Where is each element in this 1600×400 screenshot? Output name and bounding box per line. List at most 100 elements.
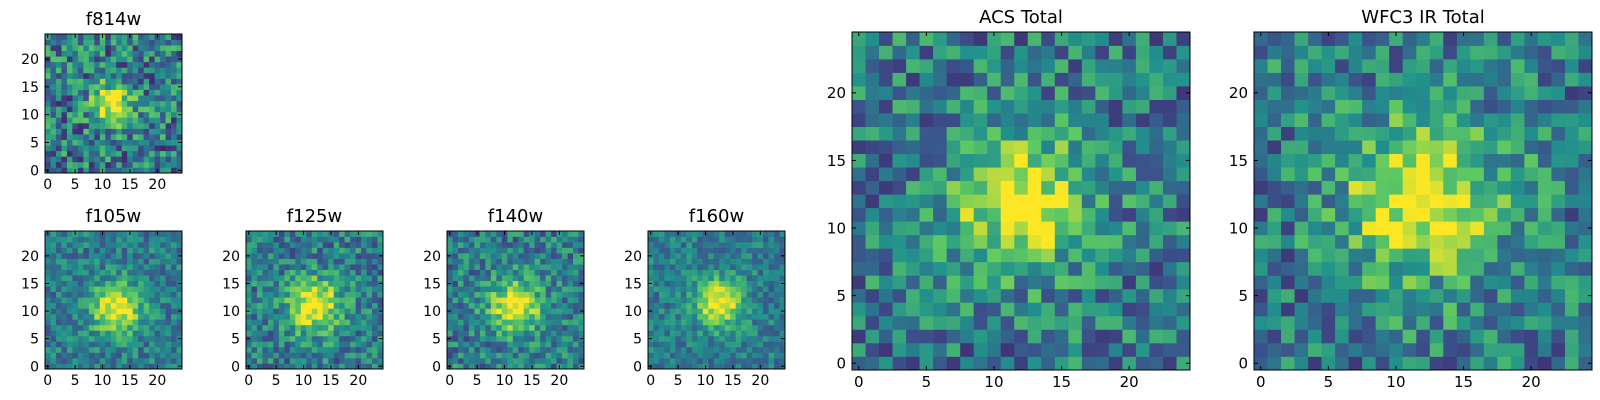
heatmap-cell xyxy=(653,341,660,348)
heatmap-cell xyxy=(1308,180,1322,195)
heatmap-cell xyxy=(1027,113,1042,127)
heatmap-cell xyxy=(121,161,128,168)
heatmap-cell xyxy=(171,117,177,124)
heatmap-cell xyxy=(735,231,742,237)
heatmap-cell xyxy=(919,207,934,222)
heatmap-cell xyxy=(556,297,563,304)
heatmap-cell xyxy=(116,67,123,74)
heatmap-cell xyxy=(72,39,79,46)
heatmap-cell xyxy=(973,221,988,236)
heatmap-cell xyxy=(149,242,155,248)
heatmap-cell xyxy=(372,247,378,254)
heatmap-cell xyxy=(262,352,269,359)
heatmap-cell xyxy=(267,264,274,270)
heatmap-cell xyxy=(741,357,747,364)
heatmap-cell xyxy=(1000,113,1015,127)
heatmap-cell xyxy=(105,50,112,57)
heatmap-cell xyxy=(1081,315,1096,330)
heatmap-cell xyxy=(529,280,536,287)
heatmap-cell xyxy=(774,258,780,265)
heatmap-cell xyxy=(94,269,101,276)
heatmap-cell xyxy=(468,291,475,298)
heatmap-cell xyxy=(154,150,161,157)
heatmap-cell xyxy=(708,275,715,282)
heatmap-cell xyxy=(545,269,552,276)
heatmap-cell xyxy=(1375,248,1390,263)
y-tick-label: 10 xyxy=(21,304,39,320)
heatmap-cell xyxy=(735,363,742,370)
heatmap-cell xyxy=(1108,288,1123,303)
heatmap-cell xyxy=(143,302,150,309)
heatmap-cell xyxy=(55,352,62,359)
heatmap-cell xyxy=(132,56,139,63)
heatmap-cell xyxy=(366,352,373,359)
heatmap-cell xyxy=(763,319,769,326)
heatmap-cell xyxy=(45,128,51,135)
heatmap-cell xyxy=(852,194,866,209)
heatmap-cell xyxy=(1497,288,1512,303)
heatmap-cell xyxy=(138,156,144,163)
heatmap-cell xyxy=(501,302,508,309)
heatmap-cell xyxy=(1122,207,1137,222)
heatmap-cell xyxy=(852,288,866,303)
heatmap-cell xyxy=(176,352,183,359)
heatmap-cell xyxy=(933,329,947,344)
heatmap-cell xyxy=(1470,261,1485,276)
heatmap-cell xyxy=(45,286,51,293)
heatmap-cell xyxy=(262,357,269,364)
heatmap-cell xyxy=(45,78,51,85)
x-tick-label: 20 xyxy=(349,373,367,389)
heatmap-cell xyxy=(730,242,737,248)
heatmap-cell xyxy=(1416,153,1431,168)
heatmap-cell xyxy=(730,236,737,243)
heatmap-cell xyxy=(50,236,57,243)
y-tick-label: 0 xyxy=(432,359,441,375)
heatmap-cell xyxy=(55,150,62,157)
heatmap-cell xyxy=(1402,126,1417,141)
heatmap-cell xyxy=(1095,194,1110,209)
heatmap-cell xyxy=(534,302,541,309)
heatmap-cell xyxy=(680,319,687,326)
heatmap-cell xyxy=(1416,86,1431,100)
heatmap-cell xyxy=(485,280,492,287)
x-tick-label: 20 xyxy=(148,373,166,389)
heatmap-cell xyxy=(322,236,329,243)
heatmap-cell xyxy=(121,341,128,348)
heatmap-cell xyxy=(94,156,101,163)
heatmap-cell xyxy=(138,291,144,298)
heatmap-cell xyxy=(741,302,747,309)
heatmap-cell xyxy=(77,308,84,315)
heatmap-cell xyxy=(105,264,112,270)
heatmap-cell xyxy=(1348,45,1363,60)
heatmap-cell xyxy=(256,269,263,276)
heatmap-cell xyxy=(852,99,866,114)
heatmap-cell xyxy=(501,236,508,243)
heatmap-cell xyxy=(567,346,574,353)
heatmap-cell xyxy=(1054,113,1069,127)
heatmap-cell xyxy=(852,248,866,263)
heatmap-cell xyxy=(463,258,470,265)
heatmap-cell xyxy=(447,286,453,293)
heatmap-cell xyxy=(322,297,329,304)
heatmap-cell xyxy=(72,134,79,140)
heatmap-cell xyxy=(66,330,73,337)
heatmap-cell xyxy=(1335,153,1349,168)
heatmap-cell xyxy=(680,346,687,353)
heatmap-cell xyxy=(724,253,731,259)
heatmap-cell xyxy=(1483,126,1498,141)
heatmap-cell xyxy=(127,258,134,265)
heatmap-cell xyxy=(143,253,150,259)
heatmap-cell xyxy=(1308,126,1322,141)
heatmap-cell xyxy=(960,32,975,46)
heatmap-cell xyxy=(273,330,280,337)
heatmap-cell xyxy=(110,269,117,276)
heatmap-cell xyxy=(160,308,166,315)
heatmap-cell xyxy=(1267,126,1282,141)
heatmap-cell xyxy=(132,89,139,96)
heatmap-cell xyxy=(1041,153,1056,168)
heatmap-cell xyxy=(165,264,172,270)
heatmap-cell xyxy=(680,352,687,359)
heatmap-cell xyxy=(556,335,563,342)
heatmap-cell xyxy=(879,221,893,236)
heatmap-cell xyxy=(960,275,975,290)
